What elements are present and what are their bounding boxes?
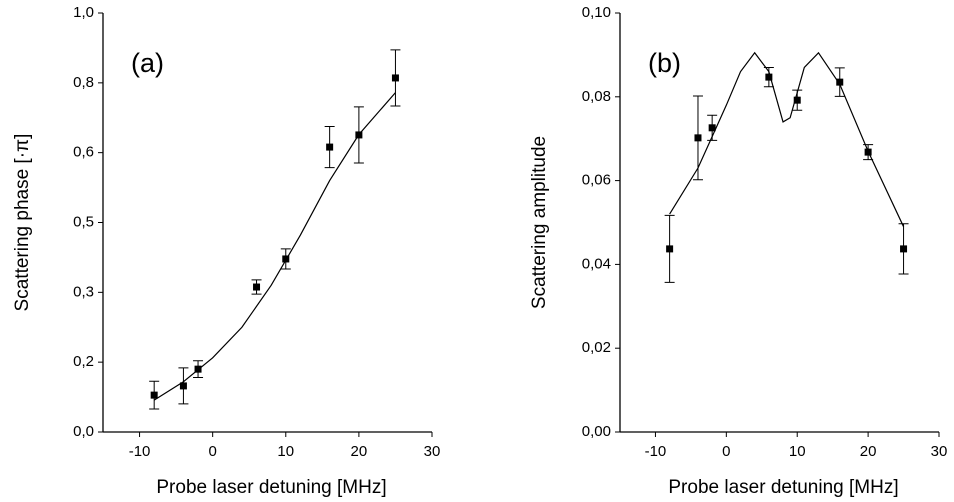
x-tick-label: 0 bbox=[722, 443, 730, 460]
y-tick-label: 0,10 bbox=[582, 4, 611, 21]
data-point bbox=[194, 365, 202, 373]
y-tick-label: 0,5 bbox=[73, 213, 94, 230]
y-tick-label: 0,04 bbox=[582, 255, 611, 272]
y-tick-label: 0,08 bbox=[582, 88, 611, 105]
data-point bbox=[864, 148, 872, 156]
y-axis-title: Scattering amplitude bbox=[529, 136, 550, 309]
y-tick-label: 0,6 bbox=[73, 144, 94, 161]
data-point bbox=[150, 391, 158, 399]
x-axis-title: Probe laser detuning [MHz] bbox=[668, 477, 898, 498]
data-point bbox=[326, 143, 334, 151]
y-tick-label: 0,2 bbox=[73, 353, 94, 370]
x-tick-label: 0 bbox=[208, 443, 216, 460]
data-point bbox=[900, 245, 908, 253]
x-tick-label: 30 bbox=[424, 443, 441, 460]
y-tick-label: 0,8 bbox=[73, 74, 94, 91]
fit-line bbox=[153, 92, 396, 401]
data-point bbox=[282, 255, 290, 263]
y-axis-title: Scattering phase [·π] bbox=[12, 134, 33, 312]
y-tick-label: 0,0 bbox=[73, 423, 94, 440]
x-tick-label: 30 bbox=[931, 443, 948, 460]
data-point bbox=[836, 78, 844, 86]
x-tick-label: -10 bbox=[645, 443, 667, 460]
y-tick-label: 0,06 bbox=[582, 172, 611, 189]
x-tick-label: -10 bbox=[129, 443, 151, 460]
x-tick-label: 20 bbox=[860, 443, 877, 460]
x-tick-label: 20 bbox=[351, 443, 368, 460]
data-point bbox=[179, 382, 187, 390]
fit-line bbox=[669, 51, 905, 227]
x-tick-label: 10 bbox=[789, 443, 806, 460]
data-point bbox=[765, 73, 773, 81]
data-point bbox=[253, 283, 261, 291]
data-point bbox=[793, 96, 801, 104]
y-tick-label: 1,0 bbox=[73, 4, 94, 21]
data-point bbox=[694, 134, 702, 142]
y-tick-label: 0,00 bbox=[582, 423, 611, 440]
panel-label: (b) bbox=[648, 48, 681, 78]
data-point bbox=[708, 124, 716, 132]
y-tick-label: 0,02 bbox=[582, 339, 611, 356]
panel-label: (a) bbox=[131, 48, 164, 78]
x-axis-title: Probe laser detuning [MHz] bbox=[156, 477, 386, 498]
data-point bbox=[666, 245, 674, 253]
x-tick-label: 10 bbox=[277, 443, 294, 460]
y-tick-label: 0,3 bbox=[73, 283, 94, 300]
data-point bbox=[355, 131, 363, 139]
data-point bbox=[391, 74, 399, 82]
